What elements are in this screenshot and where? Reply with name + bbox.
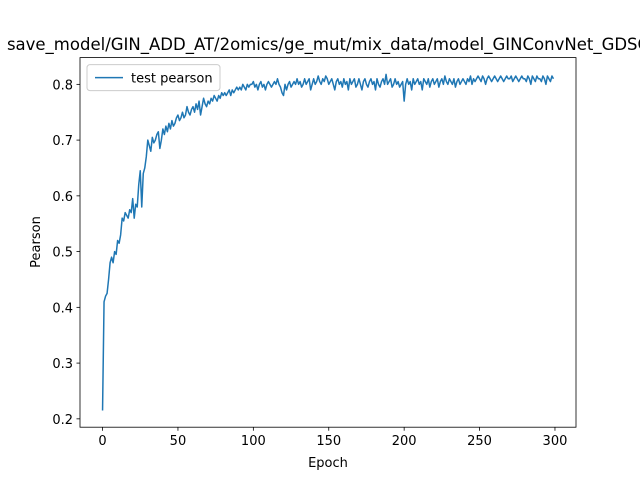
x-axis-label: Epoch	[308, 456, 348, 471]
y-axis-label: Pearson	[29, 216, 44, 268]
y-tick-label: 0.5	[52, 246, 73, 261]
legend: test pearson	[86, 64, 221, 92]
y-tick-label: 0.6	[52, 190, 73, 205]
x-tick-label: 200	[392, 434, 417, 449]
line-series	[101, 73, 555, 411]
x-tick-label: 100	[241, 434, 266, 449]
x-tick-label: 50	[170, 434, 187, 449]
x-tick-label: 250	[467, 434, 492, 449]
y-tick-label: 0.4	[52, 301, 73, 316]
y-tick-label: 0.2	[52, 413, 73, 428]
legend-label: test pearson	[131, 72, 213, 87]
x-tick-label: 300	[543, 434, 568, 449]
x-tick-label: 150	[316, 434, 341, 449]
legend-box	[86, 64, 221, 92]
plot-frame	[79, 57, 577, 428]
y-tick-label: 0.3	[52, 357, 73, 372]
chart-title: save_model/GIN_ADD_AT/2omics/ge_mut/mix_…	[7, 35, 640, 55]
y-tick-label: 0.7	[52, 134, 73, 149]
y-tick-label: 0.8	[52, 78, 73, 93]
x-tick-label: 0	[98, 434, 106, 449]
